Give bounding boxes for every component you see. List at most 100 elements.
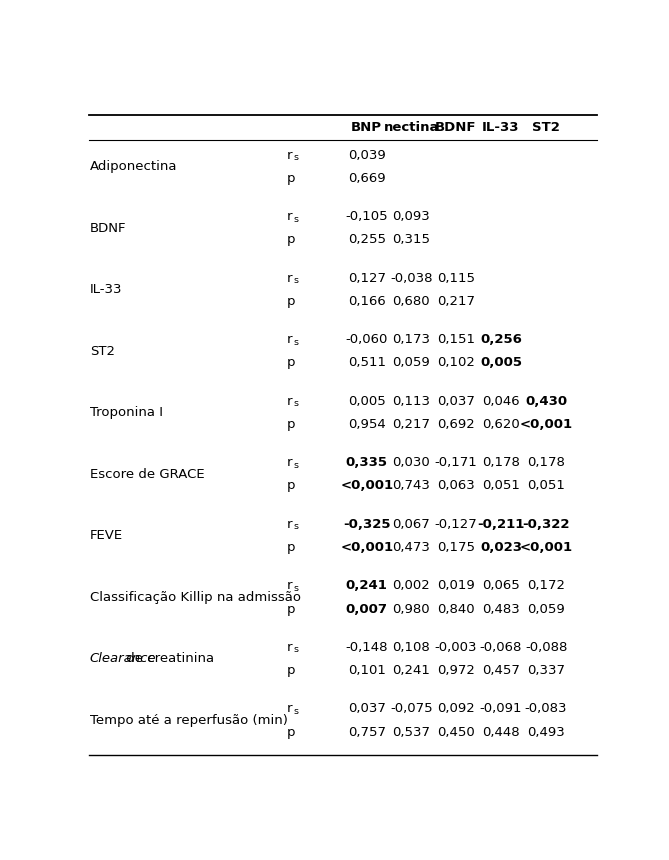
Text: -0,127: -0,127 [434,518,477,531]
Text: 0,019: 0,019 [437,579,475,593]
Text: nectina: nectina [383,120,439,133]
Text: 0,337: 0,337 [527,664,565,677]
Text: <0,001: <0,001 [340,480,393,493]
Text: 0,178: 0,178 [527,456,565,469]
Text: p: p [287,172,296,185]
Text: 0,108: 0,108 [393,641,430,654]
Text: 0,172: 0,172 [527,579,565,593]
Text: -0,083: -0,083 [525,702,567,716]
Text: 0,067: 0,067 [393,518,430,531]
Text: -0,322: -0,322 [522,518,570,531]
Text: 0,483: 0,483 [482,603,520,616]
Text: IL-33: IL-33 [482,120,520,133]
Text: s: s [294,461,298,470]
Text: 0,007: 0,007 [346,603,388,616]
Text: 0,450: 0,450 [437,726,475,739]
Text: <0,001: <0,001 [340,541,393,554]
Text: 0,051: 0,051 [527,480,565,493]
Text: -0,060: -0,060 [345,333,388,346]
Text: 0,335: 0,335 [346,456,388,469]
Text: 0,037: 0,037 [437,395,475,408]
Text: 0,127: 0,127 [348,272,386,285]
Text: 0,151: 0,151 [437,333,475,346]
Text: 0,669: 0,669 [348,172,385,185]
Text: -0,105: -0,105 [345,210,388,223]
Text: 0,113: 0,113 [392,395,430,408]
Text: 0,217: 0,217 [437,295,475,308]
Text: r: r [287,518,292,531]
Text: 0,059: 0,059 [527,603,565,616]
Text: 0,241: 0,241 [346,579,387,593]
Text: r: r [287,395,292,408]
Text: Clearance: Clearance [90,653,157,666]
Text: p: p [287,480,296,493]
Text: 0,005: 0,005 [480,356,522,370]
Text: s: s [294,276,298,286]
Text: r: r [287,456,292,469]
Text: p: p [287,418,296,431]
Text: 0,039: 0,039 [348,149,385,162]
Text: p: p [287,233,296,247]
Text: -0,088: -0,088 [525,641,567,654]
Text: BDNF: BDNF [90,222,126,235]
Text: 0,046: 0,046 [482,395,520,408]
Text: p: p [287,603,296,616]
Text: 0,448: 0,448 [482,726,520,739]
Text: 0,051: 0,051 [482,480,520,493]
Text: -0,091: -0,091 [480,702,522,716]
Text: 0,166: 0,166 [348,295,385,308]
Text: 0,092: 0,092 [437,702,475,716]
Text: 0,256: 0,256 [480,333,522,346]
Text: Tempo até a reperfusão (min): Tempo até a reperfusão (min) [90,714,288,727]
Text: p: p [287,541,296,554]
Text: p: p [287,295,296,308]
Text: 0,173: 0,173 [392,333,430,346]
Text: 0,972: 0,972 [437,664,475,677]
Text: -0,038: -0,038 [390,272,433,285]
Text: s: s [294,215,298,224]
Text: Adiponectina: Adiponectina [90,160,177,173]
Text: r: r [287,272,292,285]
Text: Escore de GRACE: Escore de GRACE [90,468,205,481]
Text: 0,473: 0,473 [392,541,430,554]
Text: p: p [287,664,296,677]
Text: de creatinina: de creatinina [122,653,213,666]
Text: 0,037: 0,037 [348,702,385,716]
Text: r: r [287,641,292,654]
Text: 0,315: 0,315 [392,233,430,247]
Text: FEVE: FEVE [90,529,123,543]
Text: 0,457: 0,457 [482,664,520,677]
Text: 0,511: 0,511 [348,356,386,370]
Text: 0,102: 0,102 [437,356,475,370]
Text: 0,093: 0,093 [393,210,430,223]
Text: 0,241: 0,241 [392,664,430,677]
Text: p: p [287,726,296,739]
Text: IL-33: IL-33 [90,283,122,296]
Text: r: r [287,702,292,716]
Text: ST2: ST2 [532,120,560,133]
Text: -0,211: -0,211 [477,518,524,531]
Text: s: s [294,153,298,163]
Text: 0,954: 0,954 [348,418,385,431]
Text: 0,430: 0,430 [525,395,567,408]
Text: s: s [294,338,298,347]
Text: -0,325: -0,325 [343,518,391,531]
Text: 0,692: 0,692 [437,418,475,431]
Text: 0,757: 0,757 [348,726,386,739]
Text: s: s [294,645,298,654]
Text: Classificação Killip na admissão: Classificação Killip na admissão [90,591,301,604]
Text: s: s [294,399,298,408]
Text: -0,068: -0,068 [480,641,522,654]
Text: 0,101: 0,101 [348,664,385,677]
Text: 0,537: 0,537 [392,726,430,739]
Text: 0,980: 0,980 [393,603,430,616]
Text: 0,620: 0,620 [482,418,520,431]
Text: 0,059: 0,059 [393,356,430,370]
Text: 0,680: 0,680 [393,295,430,308]
Text: 0,493: 0,493 [527,726,565,739]
Text: 0,005: 0,005 [348,395,385,408]
Text: r: r [287,149,292,162]
Text: 0,217: 0,217 [392,418,430,431]
Text: 0,002: 0,002 [393,579,430,593]
Text: 0,255: 0,255 [348,233,386,247]
